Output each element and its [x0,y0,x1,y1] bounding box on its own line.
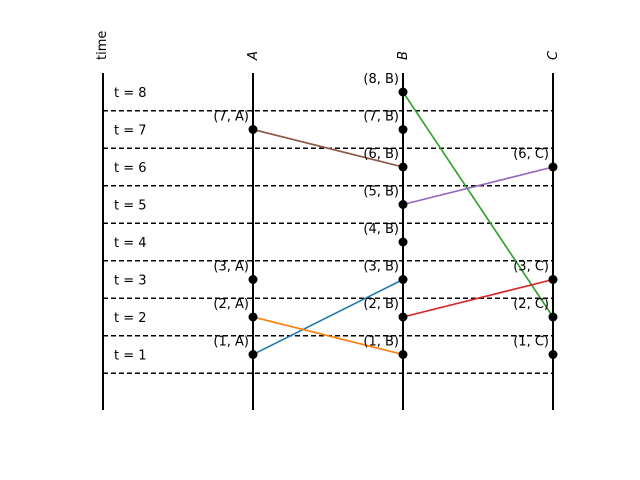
event-dot-b4 [398,237,408,247]
process-label-c: C [546,50,561,60]
event-label-c3: (3, C) [513,260,549,275]
message-line-a2-b1 [252,316,404,356]
event-dot-c3 [548,275,558,284]
event-dots [248,87,558,359]
row-label-t8: t = 8 [114,86,147,101]
column-headers: time A B C [95,31,561,61]
event-dot-a7 [248,125,258,134]
event-dot-a3 [248,275,258,284]
row-labels: t = 1 t = 2 t = 3 t = 4 t = 5 t = 6 t = 7 t = 8 [114,86,147,364]
event-dot-b7 [398,125,408,134]
row-label-t5: t = 5 [114,199,147,214]
event-dot-b5 [398,200,408,209]
row-label-t1: t = 1 [114,349,147,364]
event-label-c2: (2, C) [513,297,549,312]
event-dot-c1 [548,350,558,359]
row-label-t4: t = 4 [114,236,147,251]
event-label-c6: (6, C) [513,147,549,162]
event-label-a7: (7, A) [213,110,249,125]
event-label-b5: (5, B) [363,185,399,200]
event-dot-c6 [548,162,558,172]
process-label-b: B [396,51,411,60]
message-lines [252,91,554,356]
timelines [102,73,554,410]
event-dot-a2 [248,312,258,322]
message-line-b2-c3 [402,278,554,318]
event-label-a3: (3, A) [213,260,249,275]
row-label-t2: t = 2 [114,311,147,326]
row-label-t3: t = 3 [114,274,147,289]
row-label-t7: t = 7 [114,124,147,139]
event-dot-b2 [398,312,408,322]
event-dot-b8 [398,87,408,97]
event-label-b8: (8, B) [363,72,399,87]
event-dot-b1 [398,350,408,359]
event-label-b1: (1, B) [363,335,399,350]
event-dot-b3 [398,275,408,284]
message-line-b5-c6 [402,166,554,206]
event-label-a1: (1, A) [213,335,249,350]
message-line-b8-c2 [402,91,554,318]
message-line-a7-b6 [252,128,404,168]
event-label-b7: (7, B) [363,110,399,125]
event-label-b3: (3, B) [363,260,399,275]
event-label-b2: (2, B) [363,297,399,312]
process-label-a: A [246,51,261,61]
event-dot-a1 [248,350,258,359]
event-dot-c2 [548,312,558,322]
row-separators [103,110,553,374]
message-line-a1-b3 [252,278,404,356]
row-label-t6: t = 6 [114,161,147,176]
event-labels: (1, A) (2, A) (3, A) (7, A) (1, B) (2, B) (3, … [213,72,549,350]
event-dot-b6 [398,162,408,172]
time-axis-label: time [95,31,110,60]
event-label-c1: (1, C) [513,335,549,350]
event-label-a2: (2, A) [213,297,249,312]
event-label-b4: (4, B) [363,222,399,237]
event-label-b6: (6, B) [363,147,399,162]
